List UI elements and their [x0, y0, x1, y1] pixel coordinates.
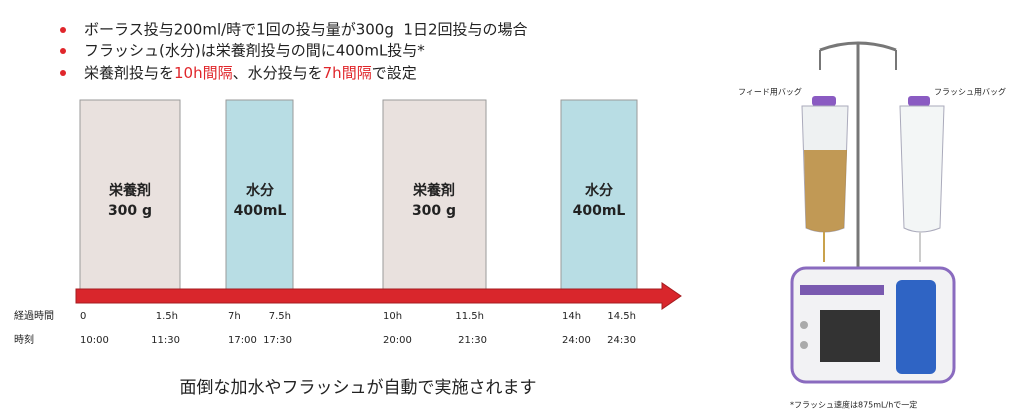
- elapsed-label: 14h: [562, 311, 581, 322]
- block-amount: 300 g: [108, 203, 152, 219]
- bullet-text: フラッシュ(水分)は栄養剤投与の間に400mL投与*: [84, 42, 425, 60]
- block-label: 水分: [585, 182, 613, 199]
- time-label: 11:30: [151, 335, 180, 346]
- text-segment: で設定: [372, 64, 417, 82]
- bullet-text: ボーラス投与200ml/時で1回の投与量が300g 1日2回投与の場合: [84, 21, 527, 39]
- bullet-dot: [60, 70, 66, 76]
- row-label: 時刻: [14, 333, 34, 346]
- bullet-text: 栄養剤投与を10h間隔、水分投与を7h間隔で設定: [84, 64, 417, 82]
- water-block: [560, 99, 638, 291]
- block-label: 水分: [246, 182, 274, 199]
- elapsed-label: 7h: [228, 311, 241, 322]
- elapsed-label: 0: [80, 311, 86, 322]
- row-label: 経過時間: [14, 309, 54, 322]
- elapsed-label: 10h: [383, 311, 402, 322]
- timeline-arrow: [75, 282, 682, 310]
- water-block: [225, 99, 294, 291]
- block-label: 栄養剤: [108, 182, 151, 199]
- text-segment: 栄養剤投与を: [84, 64, 174, 82]
- bullet-list: ボーラス投与200ml/時で1回の投与量が300g 1日2回投与の場合 フラッシ…: [60, 21, 527, 82]
- block-amount: 300 g: [412, 203, 456, 219]
- elapsed-label: 1.5h: [156, 311, 178, 322]
- time-label: 24:30: [607, 335, 636, 346]
- time-label: 20:00: [383, 335, 412, 346]
- bullet-dot: [60, 48, 66, 54]
- time-label: 17:00: [228, 335, 257, 346]
- feed-block: [382, 99, 487, 291]
- bullet-dot: [60, 27, 66, 33]
- text-segment: 、水分投与を: [233, 64, 323, 82]
- caption: 面倒な加水やフラッシュが自動で実施されます: [180, 378, 537, 398]
- highlight: 7h間隔: [323, 64, 372, 82]
- elapsed-label: 7.5h: [269, 311, 291, 322]
- elapsed-label: 11.5h: [455, 311, 484, 322]
- highlight: 10h間隔: [174, 64, 233, 82]
- feed-block: [79, 99, 181, 291]
- image-label: フィード用バッグ: [738, 87, 802, 97]
- time-label: 24:00: [562, 335, 591, 346]
- block-amount: 400mL: [573, 203, 626, 219]
- block-label: 栄養剤: [412, 182, 455, 199]
- time-label: 17:30: [263, 335, 292, 346]
- block-amount: 400mL: [234, 203, 287, 219]
- device-illustration: [790, 41, 956, 384]
- time-label: 21:30: [458, 335, 487, 346]
- footnote: *フラッシュ速度は875mL/hで一定: [790, 400, 917, 410]
- time-label: 10:00: [80, 335, 109, 346]
- elapsed-label: 14.5h: [607, 311, 636, 322]
- image-label: フラッシュ用バッグ: [934, 87, 1006, 97]
